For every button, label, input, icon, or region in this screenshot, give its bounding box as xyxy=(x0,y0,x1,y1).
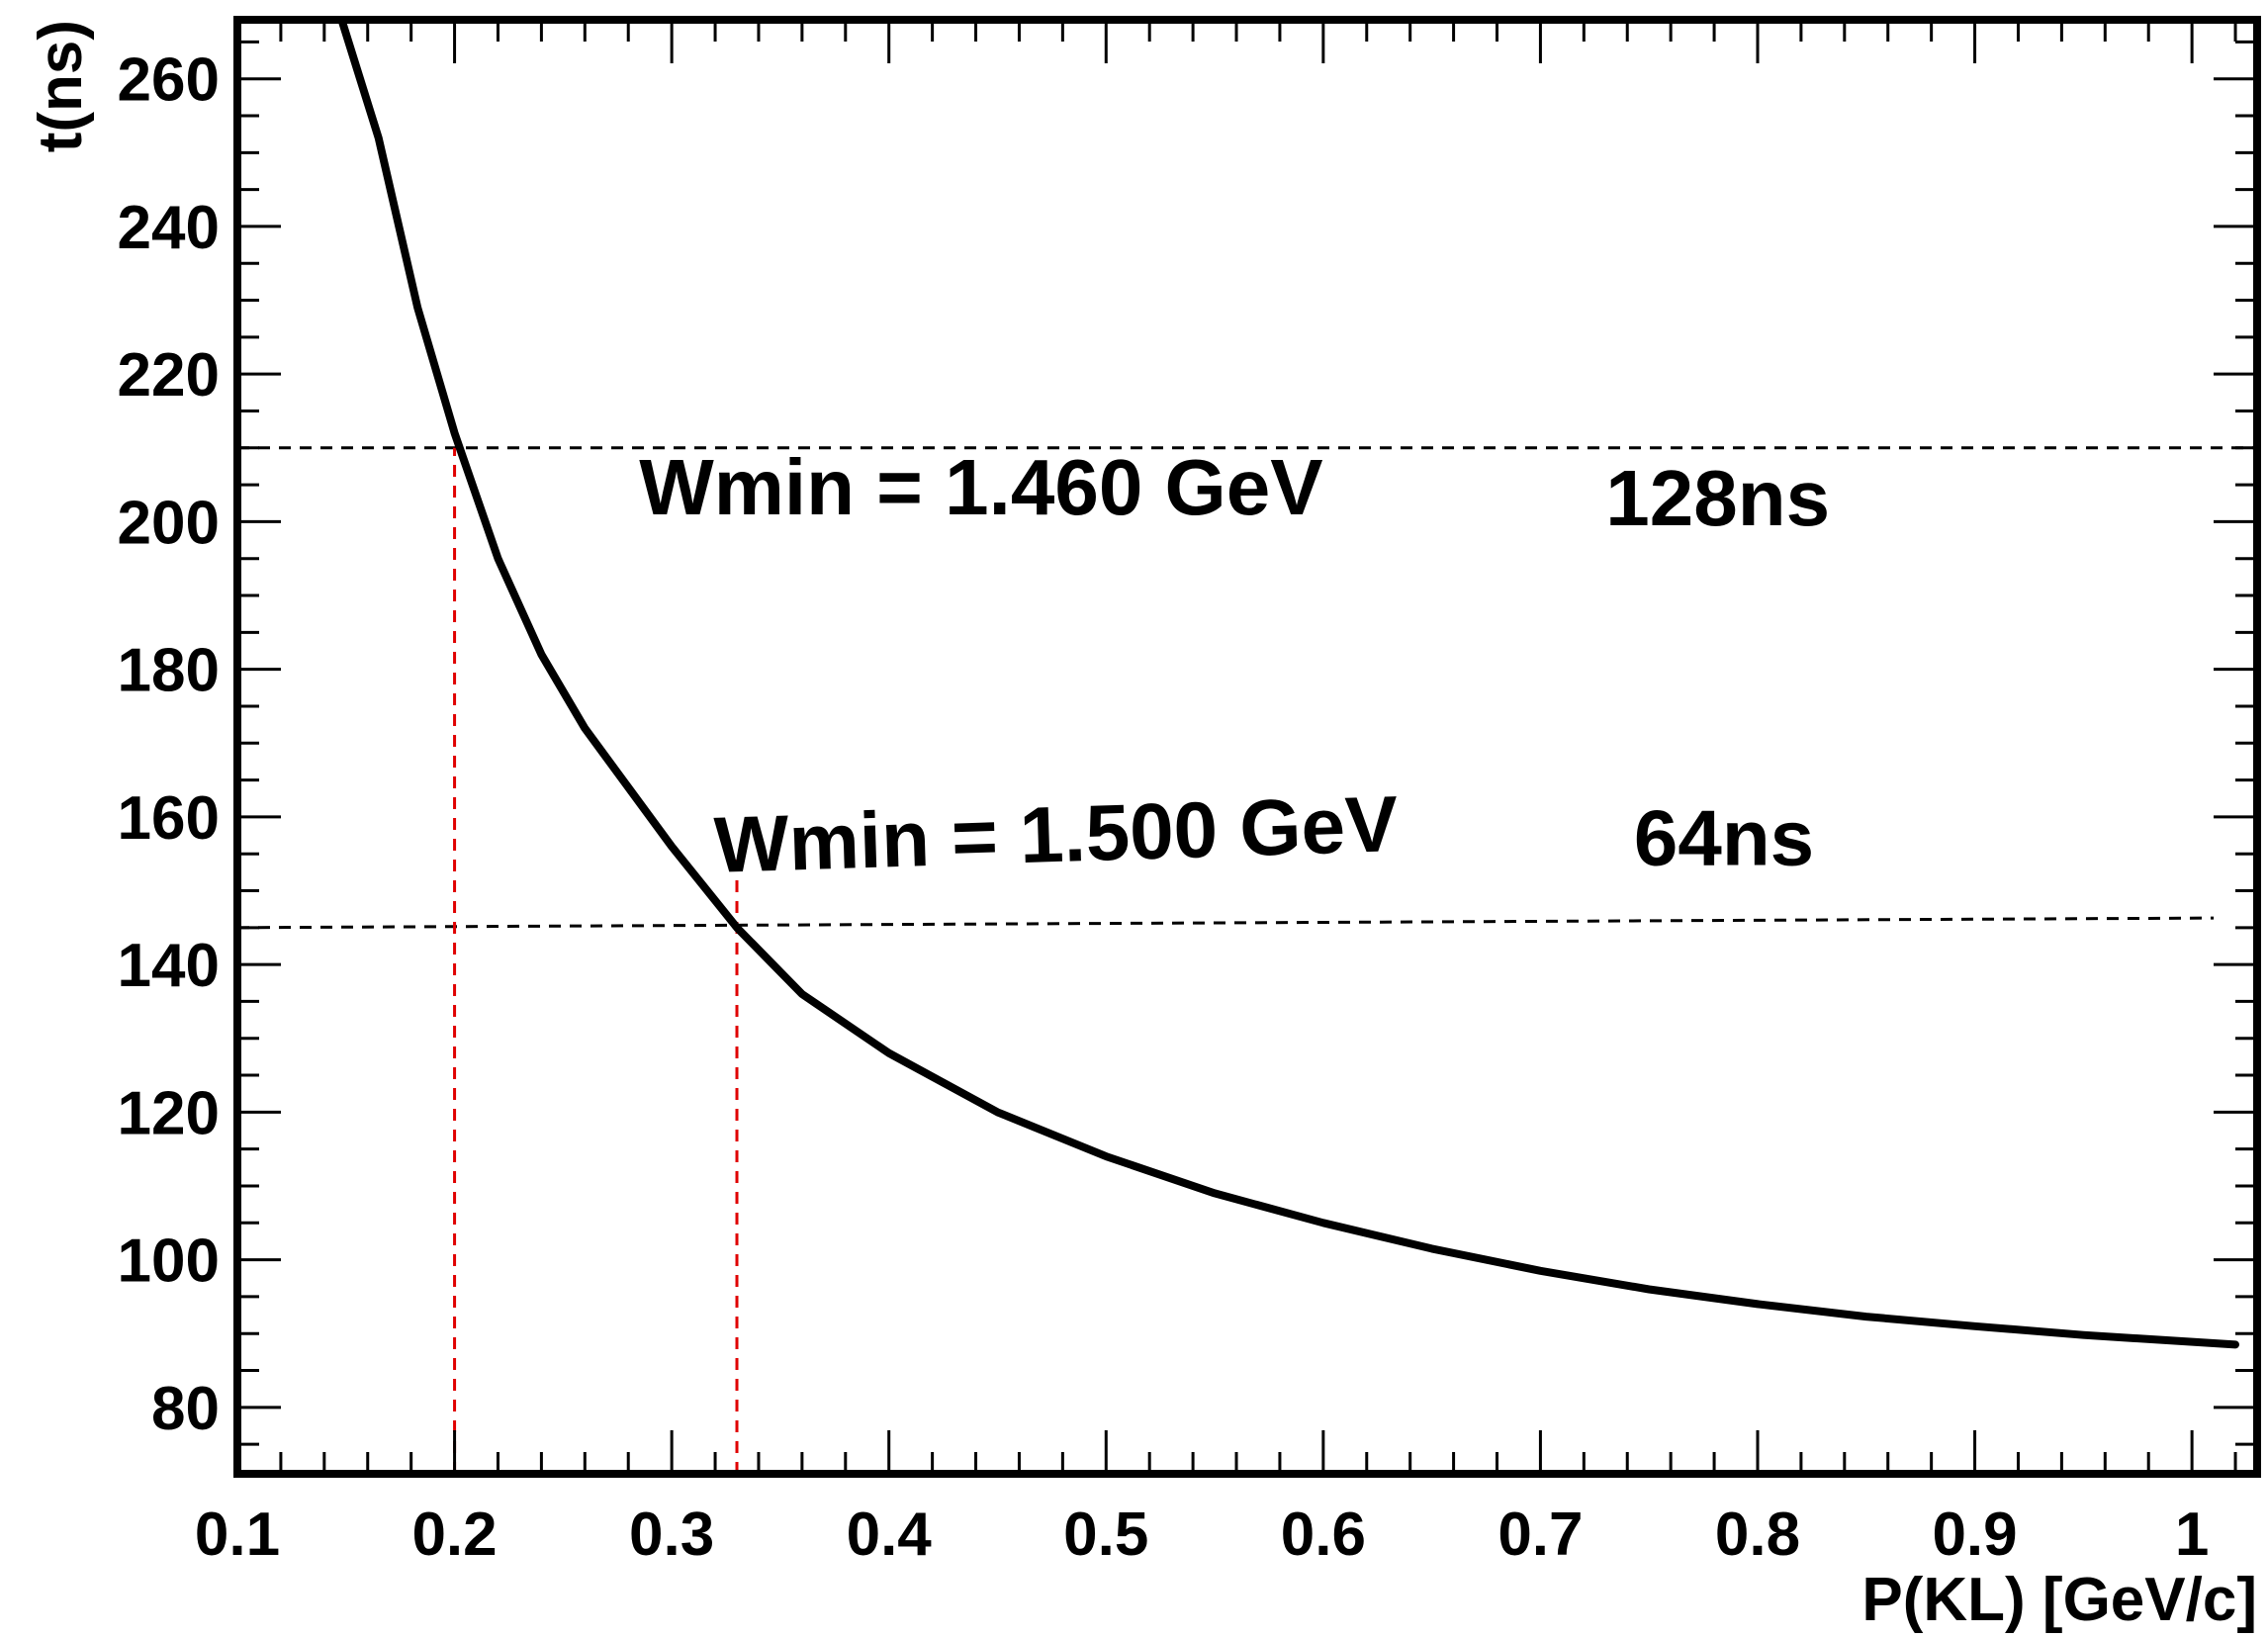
y-tick-label: 160 xyxy=(118,784,220,853)
y-axis-title: t(ns) xyxy=(27,20,95,152)
y-tick-label: 200 xyxy=(118,489,220,557)
annotation-label: Wmin = 1.460 GeV xyxy=(639,443,1322,531)
y-tick-label: 180 xyxy=(118,637,220,705)
annotation-label: 128ns xyxy=(1605,454,1830,542)
x-tick-label: 0.8 xyxy=(1715,1501,1800,1569)
x-tick-label: 0.9 xyxy=(1932,1501,2017,1569)
annotations: Wmin = 1.460 GeV 128ns Wmin = 1.500 GeV 64n… xyxy=(639,443,1830,889)
y-tick-label: 260 xyxy=(118,46,220,115)
x-tick-label: 0.1 xyxy=(195,1501,280,1569)
axis-ticks xyxy=(235,20,2257,1474)
reference-line-horizontal-1 xyxy=(236,916,2215,930)
annotation-label: Wmin = 1.500 GeV xyxy=(713,779,1400,889)
series-line-0 xyxy=(337,16,2239,1349)
y-tick-label: 100 xyxy=(118,1228,220,1296)
axis-tick-labels: 0.1 0.2 0.3 0.4 0.5 0.6 0.7 0.8 0.9 1801001201401… xyxy=(118,46,2210,1569)
x-tick-label: 0.6 xyxy=(1281,1501,1366,1569)
y-tick-label: 80 xyxy=(151,1375,220,1443)
x-tick-label: 0.7 xyxy=(1497,1501,1583,1569)
x-tick-label: 0.4 xyxy=(847,1501,933,1569)
y-tick-label: 140 xyxy=(118,932,220,1000)
x-tick-label: 0.5 xyxy=(1063,1501,1148,1569)
annotation-label: 64ns xyxy=(1634,793,1814,881)
x-tick-label: 0.3 xyxy=(629,1501,714,1569)
series-layer xyxy=(337,16,2239,1349)
x-tick-label: 1 xyxy=(2175,1501,2209,1569)
y-tick-label: 240 xyxy=(118,194,220,262)
x-axis-title: P(KL) [GeV/c] xyxy=(1861,1566,2257,1634)
x-tick-label: 0.2 xyxy=(411,1501,497,1569)
y-tick-label: 120 xyxy=(118,1079,220,1147)
reference-lines xyxy=(236,446,2257,1474)
plot-frame xyxy=(233,16,2261,1478)
y-tick-label: 220 xyxy=(118,341,220,410)
